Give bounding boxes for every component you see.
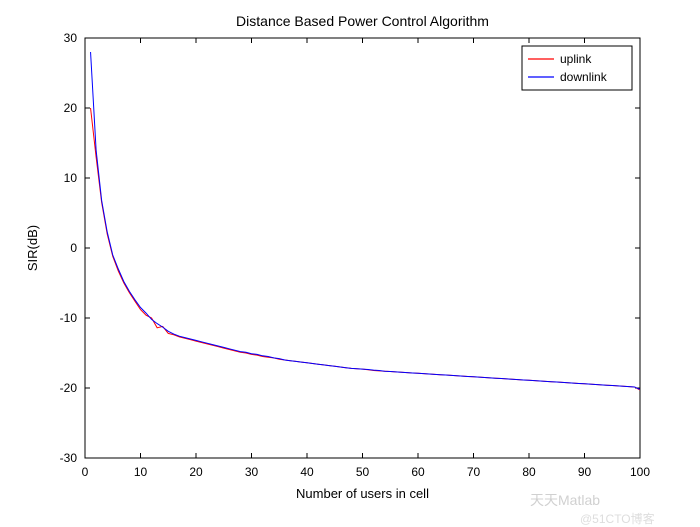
chart-svg: Distance Based Power Control Algorithm 0 1… bbox=[0, 0, 700, 525]
chart-title: Distance Based Power Control Algorithm bbox=[236, 13, 489, 29]
xtick-label: 10 bbox=[134, 465, 148, 479]
xtick-label: 30 bbox=[245, 465, 259, 479]
xtick-label: 20 bbox=[189, 465, 203, 479]
xtick-label: 60 bbox=[411, 465, 425, 479]
xtick-label: 100 bbox=[630, 465, 650, 479]
ytick-label: 20 bbox=[64, 101, 78, 115]
legend-label-uplink: uplink bbox=[560, 52, 592, 66]
xtick-label: 90 bbox=[578, 465, 592, 479]
chart-container: Distance Based Power Control Algorithm 0 1… bbox=[0, 0, 700, 525]
ytick-label: -20 bbox=[60, 381, 78, 395]
x-axis-label: Number of users in cell bbox=[296, 486, 429, 501]
xtick-label: 80 bbox=[522, 465, 536, 479]
legend-label-downlink: downlink bbox=[560, 70, 608, 84]
xtick-label: 0 bbox=[82, 465, 89, 479]
y-axis-label: SIR(dB) bbox=[25, 225, 40, 271]
xtick-label: 70 bbox=[467, 465, 481, 479]
xtick-label: 40 bbox=[300, 465, 314, 479]
ytick-label: -30 bbox=[60, 451, 78, 465]
ytick-label: -10 bbox=[60, 311, 78, 325]
ytick-label: 10 bbox=[64, 171, 78, 185]
ytick-label: 0 bbox=[70, 241, 77, 255]
xtick-label: 50 bbox=[356, 465, 370, 479]
ytick-label: 30 bbox=[64, 31, 78, 45]
